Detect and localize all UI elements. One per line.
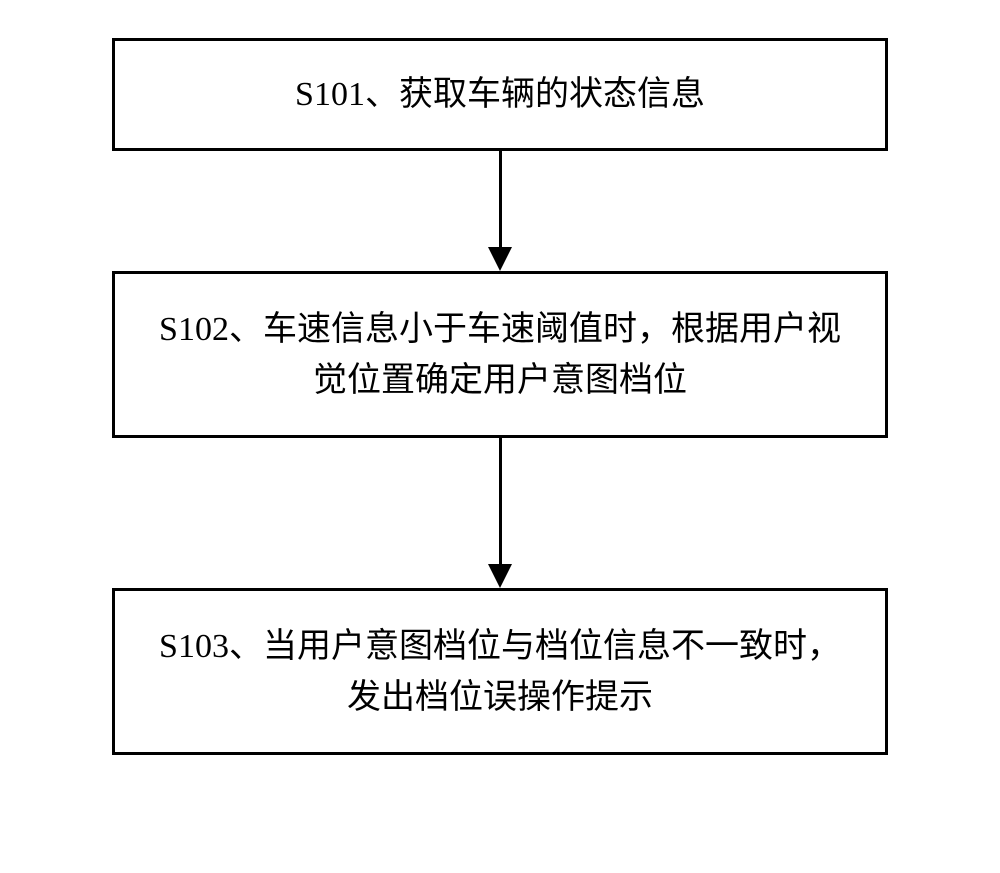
flowchart-node-s101: S101、获取车辆的状态信息 [112, 38, 888, 151]
node-text-s102: S102、车速信息小于车速阈值时，根据用户视觉位置确定用户意图档位 [145, 304, 855, 406]
arrow-head-1 [488, 247, 512, 271]
flowchart-arrow-2 [488, 438, 512, 588]
flowchart-arrow-1 [488, 151, 512, 271]
arrow-line-2 [499, 438, 502, 564]
arrow-line-1 [499, 151, 502, 247]
node-text-s101: S101、获取车辆的状态信息 [295, 69, 705, 120]
arrow-head-2 [488, 564, 512, 588]
flowchart-node-s102: S102、车速信息小于车速阈值时，根据用户视觉位置确定用户意图档位 [112, 271, 888, 438]
flowchart-node-s103: S103、当用户意图档位与档位信息不一致时，发出档位误操作提示 [112, 588, 888, 755]
node-text-s103: S103、当用户意图档位与档位信息不一致时，发出档位误操作提示 [145, 621, 855, 723]
flowchart-container: S101、获取车辆的状态信息 S102、车速信息小于车速阈值时，根据用户视觉位置… [112, 38, 888, 755]
